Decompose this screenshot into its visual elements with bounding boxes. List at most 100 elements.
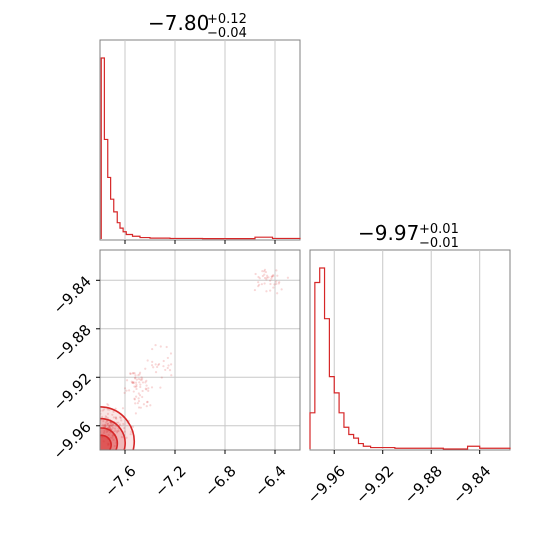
scatter-point — [146, 359, 149, 362]
scatter-point — [107, 425, 111, 428]
scatter-point — [102, 425, 105, 428]
scatter-point — [266, 274, 269, 277]
scatter-point — [160, 376, 163, 379]
scatter-point — [257, 281, 260, 284]
scatter-point — [269, 289, 272, 292]
scatter-point — [138, 373, 141, 376]
scatter-point — [154, 363, 157, 366]
marginal-y-frame — [309, 249, 511, 451]
scatter-point — [139, 378, 142, 381]
x-tick-label: −9.84 — [449, 462, 494, 507]
scatter-point — [134, 374, 137, 377]
scatter-point — [106, 423, 109, 426]
joint-y-ticks: −9.84−9.88−9.92−9.96 — [50, 272, 100, 463]
scatter-point — [112, 438, 115, 442]
scatter-point — [94, 443, 96, 445]
scatter-point — [94, 407, 96, 409]
scatter-point — [129, 372, 132, 375]
scatter-point — [270, 275, 273, 278]
scatter-point — [125, 379, 129, 382]
scatter-point — [137, 399, 141, 403]
x-tick-label: −9.96 — [304, 462, 349, 507]
scatter-point — [263, 270, 266, 273]
scatter-point — [107, 404, 110, 407]
marginal-y-title-main: −9.97 — [358, 221, 419, 245]
scatter-point — [275, 269, 278, 272]
marginal-y-histogram — [309, 267, 511, 450]
scatter-point — [132, 390, 135, 393]
marginal-y-title-sub: −0.01 — [419, 236, 459, 251]
scatter-point — [134, 381, 138, 384]
scatter-point — [275, 282, 278, 286]
scatter-point — [131, 381, 134, 385]
scatter-point — [113, 444, 116, 448]
scatter-point — [253, 288, 257, 292]
scatter-point — [106, 412, 110, 415]
scatter-point — [146, 400, 149, 403]
scatter-point — [108, 426, 111, 429]
scatter-point — [272, 286, 275, 289]
scatter-point — [278, 281, 281, 284]
scatter-point — [96, 438, 98, 440]
joint-scatter-panel: −7.6 −7.2 −6.8 −6.4 −9.84−9.88−9.92−9.96 — [50, 249, 301, 501]
joint-x-ticks: −7.6 −7.2 −6.8 −6.4 — [101, 450, 290, 501]
density-contour — [100, 406, 136, 450]
joint-scatter-points — [92, 268, 290, 450]
scatter-point — [139, 383, 142, 386]
scatter-point — [159, 386, 162, 389]
joint-contours — [100, 406, 136, 450]
scatter-point — [135, 378, 138, 381]
scatter-point — [134, 402, 137, 405]
scatter-point — [131, 372, 134, 375]
marginal-y-histogram-panel: −9.96 −9.92 −9.88 −9.84 −9.97 +0.01 −0.01 — [304, 221, 511, 507]
density-contour — [100, 417, 126, 450]
scatter-point — [111, 436, 114, 439]
x-tick-label: −6.8 — [201, 462, 239, 500]
scatter-point — [276, 292, 279, 295]
scatter-point — [97, 418, 99, 420]
scatter-point — [107, 442, 110, 446]
scatter-point — [147, 389, 150, 392]
scatter-point — [263, 276, 267, 280]
scatter-point — [102, 419, 105, 423]
scatter-point — [169, 352, 173, 355]
scatter-point — [257, 285, 260, 288]
scatter-point — [103, 424, 107, 427]
scatter-point — [123, 391, 126, 395]
scatter-point — [145, 388, 148, 391]
scatter-point — [137, 377, 140, 380]
scatter-point — [123, 430, 126, 433]
scatter-point — [105, 416, 108, 419]
scatter-point — [139, 406, 142, 409]
scatter-point — [260, 283, 263, 286]
marginal-y-x-ticks: −9.96 −9.92 −9.88 −9.84 — [304, 450, 494, 507]
scatter-point — [115, 417, 118, 420]
scatter-point — [141, 377, 144, 380]
scatter-point — [157, 362, 161, 366]
scatter-point — [144, 367, 147, 370]
scatter-point — [103, 408, 106, 411]
scatter-point — [117, 429, 120, 432]
scatter-point — [140, 376, 143, 379]
scatter-point — [150, 386, 154, 389]
scatter-point — [104, 415, 107, 418]
scatter-point — [265, 278, 268, 281]
scatter-point — [263, 268, 267, 271]
scatter-point — [149, 404, 152, 407]
scatter-point — [115, 431, 119, 434]
scatter-point — [106, 442, 109, 445]
scatter-point — [111, 413, 114, 416]
y-tick-label: −9.88 — [50, 321, 95, 366]
scatter-point — [112, 423, 115, 426]
marginal-x-title: −7.80 — [148, 11, 209, 35]
scatter-point — [265, 276, 269, 279]
scatter-point — [151, 347, 154, 351]
scatter-point — [92, 435, 94, 437]
scatter-point — [145, 379, 148, 382]
scatter-point — [129, 372, 132, 376]
scatter-point — [111, 424, 114, 428]
scatter-point — [122, 422, 125, 426]
scatter-point — [146, 401, 149, 404]
scatter-point — [108, 424, 111, 427]
